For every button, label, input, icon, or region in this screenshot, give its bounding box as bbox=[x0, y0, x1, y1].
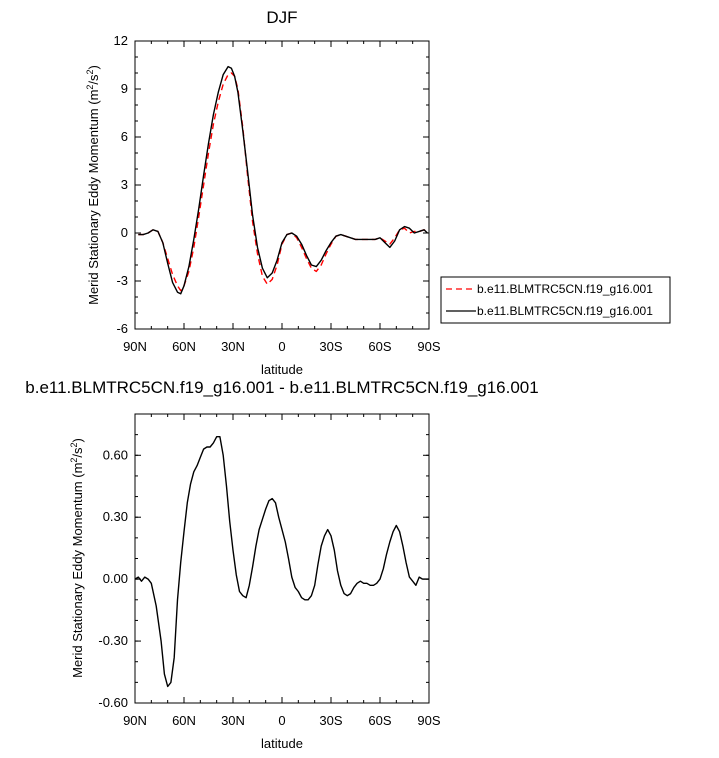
top-series-line-red-dashed bbox=[138, 72, 428, 292]
top-y-tick-label: 3 bbox=[121, 177, 128, 192]
top-x-tick-label: 0 bbox=[278, 339, 285, 354]
bottom-x-axis-label: latitude bbox=[261, 736, 303, 751]
bottom-y-axis-label: Merid Stationary Eddy Momentum (m2/s2) bbox=[69, 438, 85, 678]
top-plot-frame bbox=[134, 40, 430, 330]
bottom-x-tick-label: 30N bbox=[221, 713, 245, 728]
bottom-series-group bbox=[134, 436, 429, 688]
bottom-panel: b.e11.BLMTRC5CN.f19_g16.001 - b.e11.BLMT… bbox=[25, 378, 538, 751]
bottom-x-tick-label: 30S bbox=[319, 713, 342, 728]
top-y-tick-label: 9 bbox=[121, 81, 128, 96]
bottom-y-tick-label: -0.60 bbox=[98, 695, 128, 710]
bottom-x-tick-label: 90N bbox=[123, 713, 147, 728]
legend-box bbox=[440, 276, 671, 324]
top-y-tick-label: 6 bbox=[121, 129, 128, 144]
bottom-y-tick-label: -0.30 bbox=[98, 633, 128, 648]
bottom-y-tick-labels: -0.60 -0.30 0.00 0.30 0.60 bbox=[98, 447, 128, 710]
top-x-axis-label: latitude bbox=[261, 362, 303, 377]
bottom-series-line-black bbox=[134, 436, 429, 688]
top-y-tick-label: -3 bbox=[116, 273, 128, 288]
top-y-tick-label: 0 bbox=[121, 225, 128, 240]
top-chart-title: DJF bbox=[266, 8, 297, 27]
top-x-tick-label: 60S bbox=[368, 339, 391, 354]
bottom-axis-ticks bbox=[134, 413, 430, 704]
top-x-tick-label: 90N bbox=[123, 339, 147, 354]
top-y-axis-label: Merid Stationary Eddy Momentum (m2/s2) bbox=[85, 65, 101, 305]
legend-label-black: b.e11.BLMTRC5CN.f19_g16.001 bbox=[477, 304, 653, 318]
bottom-y-tick-label: 0.00 bbox=[103, 571, 128, 586]
bottom-x-tick-label: 60S bbox=[368, 713, 391, 728]
top-x-tick-label: 90S bbox=[417, 339, 440, 354]
top-y-tick-label: 12 bbox=[114, 33, 128, 48]
top-axis-ticks bbox=[134, 40, 430, 330]
top-x-tick-label: 30N bbox=[221, 339, 245, 354]
bottom-chart-title: b.e11.BLMTRC5CN.f19_g16.001 - b.e11.BLMT… bbox=[25, 378, 538, 397]
bottom-x-tick-label: 0 bbox=[278, 713, 285, 728]
top-x-tick-label: 30S bbox=[319, 339, 342, 354]
top-y-tick-labels: -6 -3 0 3 6 9 12 bbox=[114, 33, 128, 336]
top-series-group bbox=[138, 65, 428, 295]
bottom-y-tick-label: 0.60 bbox=[103, 447, 128, 462]
bottom-x-tick-label: 60N bbox=[172, 713, 196, 728]
top-series-line-black bbox=[138, 65, 428, 295]
legend: b.e11.BLMTRC5CN.f19_g16.001 b.e11.BLMTRC… bbox=[440, 276, 671, 324]
top-panel: DJF -6 -3 0 3 6 9 12 90N 60N 30N 0 30S 60S 90S latit… bbox=[85, 8, 671, 377]
top-x-tick-labels: 90N 60N 30N 0 30S 60S 90S bbox=[123, 339, 441, 354]
top-y-tick-label: -6 bbox=[116, 321, 128, 336]
bottom-x-tick-label: 90S bbox=[417, 713, 440, 728]
bottom-x-tick-labels: 90N 60N 30N 0 30S 60S 90S bbox=[123, 713, 441, 728]
legend-label-red: b.e11.BLMTRC5CN.f19_g16.001 bbox=[477, 282, 653, 296]
top-x-tick-label: 60N bbox=[172, 339, 196, 354]
bottom-y-tick-label: 0.30 bbox=[103, 509, 128, 524]
